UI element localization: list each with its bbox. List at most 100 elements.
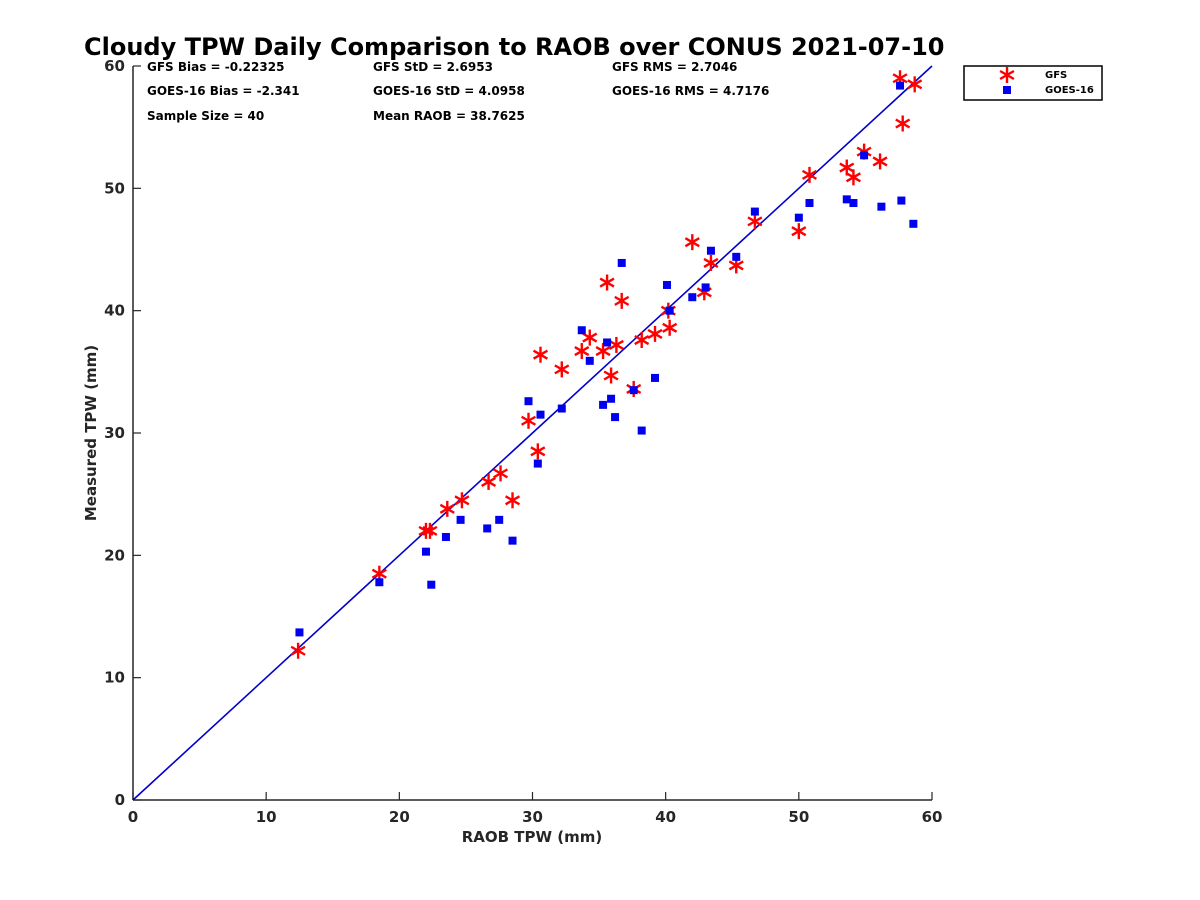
x-axis-label: RAOB TPW (mm) xyxy=(462,828,603,846)
x-tick-label: 20 xyxy=(389,808,410,826)
goes-16-point xyxy=(637,426,646,435)
x-tick-label: 50 xyxy=(788,808,809,826)
goes-16-point xyxy=(603,338,612,347)
goes-16-point xyxy=(375,578,384,587)
y-tick-label: 60 xyxy=(104,57,125,75)
gfs-point xyxy=(907,76,923,93)
x-tick-label: 10 xyxy=(256,808,277,826)
stat-gfs-bias: GFS Bias = -0.22325 xyxy=(147,60,284,74)
goes-16-point xyxy=(557,404,566,413)
goes-16-point xyxy=(794,213,803,222)
stat-gfs-rms: GFS RMS = 2.7046 xyxy=(612,60,737,74)
gfs-point xyxy=(504,492,521,509)
gfs-point xyxy=(747,213,763,230)
goes-16-point xyxy=(533,459,542,468)
goes-16-point xyxy=(842,195,851,204)
reference-line xyxy=(132,65,933,801)
goes-16-point xyxy=(896,81,905,90)
stat-mean-raob: Mean RAOB = 38.7625 xyxy=(373,109,525,123)
gfs-point xyxy=(603,367,619,384)
stats-block: GFS Bias = -0.22325 GFS StD = 2.6953 GFS… xyxy=(147,60,769,123)
x-tick-label: 60 xyxy=(922,808,943,826)
stat-goes16-bias: GOES-16 Bias = -2.341 xyxy=(147,84,300,98)
y-tick-label: 10 xyxy=(104,669,125,687)
gfs-point xyxy=(439,500,455,517)
legend-goes16-label: GOES-16 xyxy=(1045,85,1094,96)
y-tick-label: 30 xyxy=(104,424,125,442)
goes-16-point xyxy=(805,199,814,208)
gfs-point xyxy=(684,234,700,251)
goes-16-point xyxy=(909,219,918,228)
gfs-point xyxy=(582,329,598,346)
gfs-point xyxy=(599,274,615,291)
legend-goes16-symbol xyxy=(1003,86,1011,94)
gfs-point xyxy=(895,115,911,132)
goes-16-point xyxy=(897,196,906,205)
gfs-point xyxy=(634,332,650,349)
goes-16-point xyxy=(508,536,517,545)
gfs-point xyxy=(290,642,306,659)
one-to-one-line xyxy=(132,65,933,801)
gfs-point xyxy=(454,492,470,509)
legend-box xyxy=(963,65,1103,101)
goes-16-point xyxy=(706,246,715,255)
goes-16-point xyxy=(611,413,620,422)
y-tick-label: 0 xyxy=(115,791,125,809)
goes-16-point xyxy=(860,151,869,160)
legend-gfs-marker xyxy=(999,67,1015,83)
goes-16-point xyxy=(607,394,616,403)
gfs-point xyxy=(493,465,509,482)
gfs-point xyxy=(481,473,497,490)
goes-16-point xyxy=(662,280,671,289)
y-tick-label: 40 xyxy=(104,302,125,320)
gfs-point xyxy=(520,412,537,429)
goes-16-point xyxy=(688,293,697,302)
goes-16-point xyxy=(536,410,545,419)
gfs-point xyxy=(614,292,630,309)
goes-16-point xyxy=(421,547,430,556)
legend-goes16-marker xyxy=(1003,86,1011,94)
goes-16-point xyxy=(665,306,674,315)
gfs-point xyxy=(554,361,570,378)
goes-16-point xyxy=(295,628,304,637)
gfs-point xyxy=(532,346,549,363)
legend-gfs-label: GFS xyxy=(1045,70,1067,81)
data-points xyxy=(290,70,923,659)
gfs-point xyxy=(422,522,438,539)
x-tick-label: 30 xyxy=(522,808,543,826)
gfs-point xyxy=(703,254,719,271)
x-tick-label: 0 xyxy=(128,808,138,826)
goes-16-point xyxy=(495,515,504,524)
goes-16-point xyxy=(732,252,741,261)
gfs-point xyxy=(574,343,590,360)
gfs-point xyxy=(662,319,678,336)
goes-16-point xyxy=(651,373,660,382)
gfs-point xyxy=(845,169,861,186)
goes-16-point xyxy=(617,258,626,267)
goes-16-point xyxy=(750,207,759,216)
stat-sample-size: Sample Size = 40 xyxy=(147,109,264,123)
y-tick-label: 20 xyxy=(104,546,125,564)
goes-16-point xyxy=(599,400,608,409)
goes-16-point xyxy=(701,283,710,292)
goes-16-point xyxy=(577,326,586,335)
gfs-point xyxy=(791,223,807,240)
goes-16-point xyxy=(629,386,638,395)
gfs-point xyxy=(801,166,818,183)
x-tick-label: 40 xyxy=(655,808,676,826)
goes-16-point xyxy=(456,515,465,524)
legend-gfs-symbol xyxy=(999,67,1015,83)
stat-goes16-rms: GOES-16 RMS = 4.7176 xyxy=(612,84,769,98)
goes-16-point xyxy=(524,397,533,406)
gfs-point xyxy=(608,336,624,353)
goes-16-point xyxy=(877,202,886,211)
y-axis-label: Measured TPW (mm) xyxy=(82,345,100,521)
goes-16-point xyxy=(483,524,492,533)
goes-16-point xyxy=(441,532,450,541)
chart-title: Cloudy TPW Daily Comparison to RAOB over… xyxy=(84,33,944,61)
plot-axes: 0 10 20 30 40 50 60 0 10 20 30 40 50 60 xyxy=(104,57,942,826)
goes-16-point xyxy=(849,199,858,208)
stat-gfs-std: GFS StD = 2.6953 xyxy=(373,60,493,74)
gfs-point xyxy=(872,153,888,170)
